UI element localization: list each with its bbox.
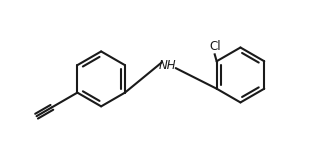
- Text: Cl: Cl: [209, 40, 221, 53]
- Text: NH: NH: [159, 59, 177, 72]
